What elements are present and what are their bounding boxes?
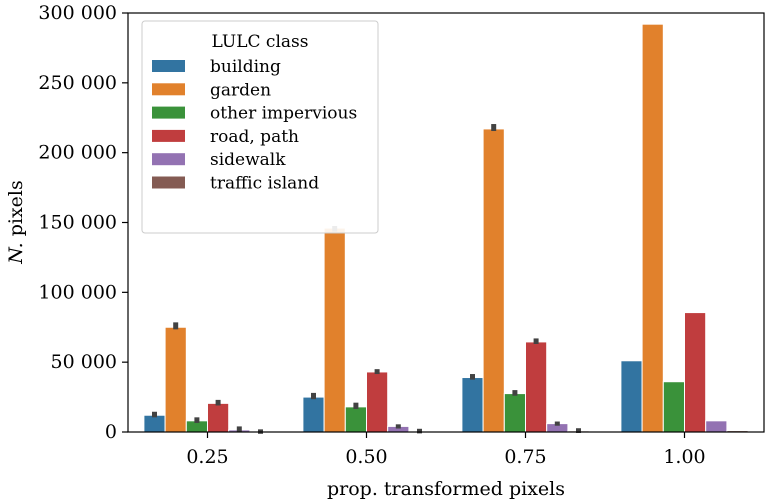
bar-road-path-0.25 (207, 402, 230, 433)
legend-label: other impervious (210, 104, 357, 124)
y-tick-label: 200 000 (38, 142, 117, 164)
legend-label: building (210, 57, 281, 77)
bar-other-impervious-0.50 (344, 406, 367, 433)
legend-swatch (152, 129, 185, 142)
x-axis-title: prop. transformed pixels (327, 478, 565, 500)
legend: LULC class building garden other imperviou… (141, 20, 379, 234)
bar-garden-0.75 (482, 128, 505, 433)
y-axis-title-italic: N. (5, 242, 27, 264)
bar-sidewalk-1.00 (705, 420, 728, 433)
bar-road-path-0.50 (366, 371, 389, 433)
y-axis-title-rest: pixels (5, 180, 27, 242)
y-tick-label: 300 000 (38, 2, 117, 24)
legend-swatch (152, 60, 185, 72)
legend-items: building garden other impervious road, path… (152, 57, 357, 194)
legend-box (141, 20, 379, 234)
bar-road-path-1.00 (684, 312, 707, 433)
y-axis-title: N. pixels (5, 180, 27, 265)
legend-label: road, path (210, 127, 299, 147)
legend-swatch (152, 83, 185, 96)
x-tick-label: 0.75 (504, 446, 546, 468)
bar-other-impervious-1.00 (662, 381, 685, 433)
bar-road-path-0.75 (525, 341, 548, 433)
legend-title: LULC class (212, 32, 309, 52)
bar-building-0.25 (143, 414, 166, 433)
bar-garden-0.50 (323, 227, 346, 433)
bar-other-impervious-0.75 (503, 393, 526, 433)
legend-swatch (152, 176, 185, 189)
legend-label: garden (210, 80, 271, 100)
bar-building-1.00 (620, 360, 643, 433)
legend-label: sidewalk (210, 150, 286, 170)
y-tick-label: 50 000 (51, 351, 117, 373)
y-tick-label: 0 (105, 421, 117, 443)
bars-layer (143, 23, 749, 433)
bar-building-0.50 (302, 396, 325, 433)
y-axis: 0 50 000 100 000 150 000 200 000 250 000 300 0… (38, 2, 128, 443)
x-axis: 0.25 0.50 0.75 1.00 (186, 432, 706, 468)
x-tick-label: 0.25 (186, 446, 228, 468)
y-tick-label: 150 000 (38, 212, 117, 234)
error-bars-layer (152, 124, 581, 434)
y-tick-label: 100 000 (38, 281, 117, 303)
legend-swatch (152, 153, 185, 166)
bar-garden-1.00 (641, 23, 664, 433)
bar-garden-0.25 (164, 326, 187, 433)
legend-swatch (152, 106, 185, 119)
legend-label: traffic island (210, 174, 319, 194)
x-tick-label: 0.50 (345, 446, 387, 468)
bar-building-0.75 (461, 377, 484, 433)
x-tick-label: 1.00 (663, 446, 705, 468)
y-tick-label: 250 000 (38, 72, 117, 94)
